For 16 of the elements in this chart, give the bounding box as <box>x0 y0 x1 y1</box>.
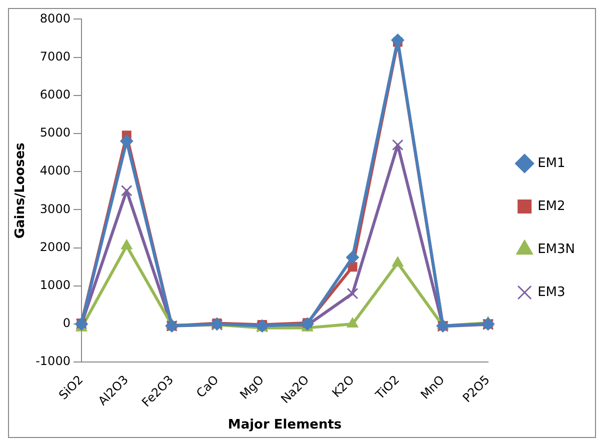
legend-label: EM2 <box>538 198 566 214</box>
legend-label: EM3N <box>538 242 576 257</box>
y-tick-label: 8000 <box>40 11 70 26</box>
legend-label: EM1 <box>538 156 566 171</box>
legend-label: EM3 <box>538 284 566 300</box>
y-tick-label: 0 <box>62 316 70 330</box>
y-tick-label: 3000 <box>40 202 70 216</box>
y-tick-label: 4000 <box>40 164 70 178</box>
y-tick-label: 6000 <box>40 88 70 102</box>
y-tick-label: 2000 <box>40 240 70 254</box>
x-axis-title: Major Elements <box>228 418 342 433</box>
y-tick-label: -1000 <box>36 354 70 368</box>
y-tick-label: 5000 <box>40 126 70 140</box>
y-tick-label: 7000 <box>40 49 70 64</box>
y-axis-title: Gains/Looses <box>13 142 28 239</box>
y-tick-label: 1000 <box>40 278 70 292</box>
